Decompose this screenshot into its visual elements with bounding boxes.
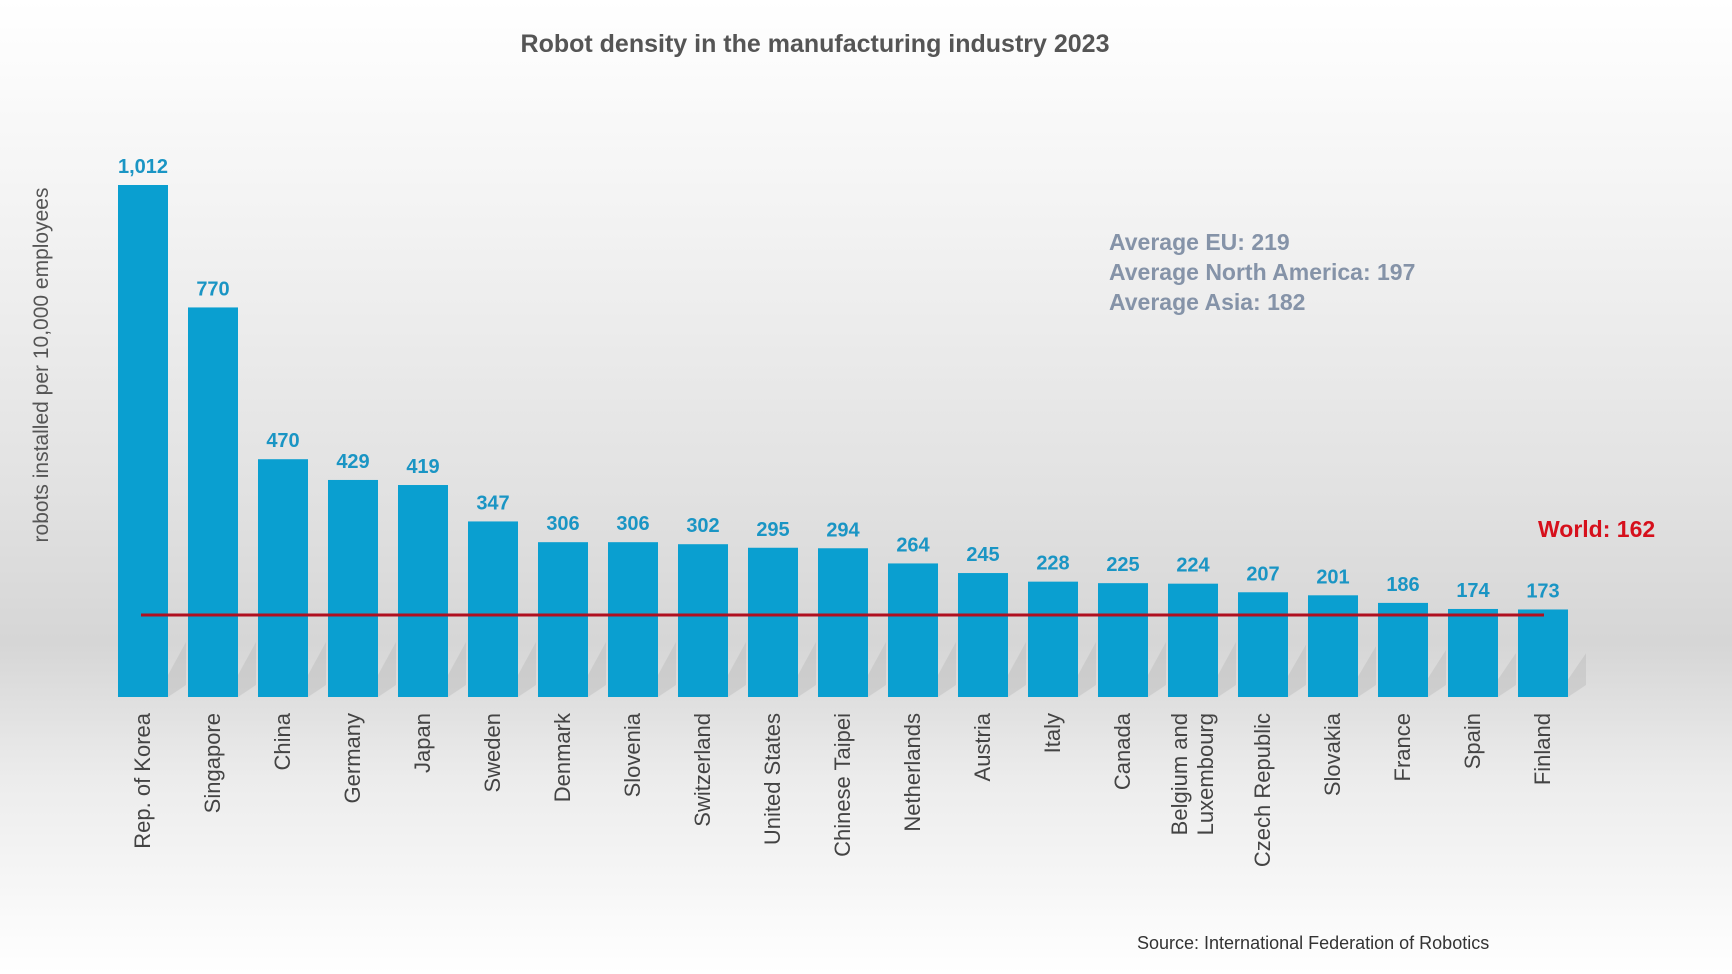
- value-label: 225: [1106, 554, 1139, 576]
- value-label: 174: [1456, 580, 1490, 602]
- bar-shadow: [1288, 644, 1306, 697]
- category-label: Sweden: [480, 713, 505, 793]
- bar-shadow: [1498, 652, 1516, 697]
- category-label: China: [270, 712, 295, 770]
- annotation-north-america: Average North America: 197: [1109, 259, 1415, 285]
- bar-shadow: [168, 642, 186, 697]
- value-label: 228: [1036, 553, 1069, 575]
- category-label: United States: [760, 713, 785, 845]
- category-label: Austria: [970, 712, 995, 781]
- value-label: 207: [1246, 563, 1279, 585]
- bar: [678, 544, 728, 697]
- bar-shadow: [238, 642, 256, 697]
- bar: [1308, 595, 1358, 697]
- bar: [118, 185, 168, 697]
- bar-shadow: [1568, 653, 1586, 697]
- value-label: 245: [966, 544, 999, 566]
- bar: [1518, 609, 1568, 697]
- bar: [1238, 592, 1288, 697]
- bar-shadow: [868, 642, 886, 697]
- bar: [188, 307, 238, 697]
- bar-shadow: [518, 642, 536, 697]
- category-label: Japan: [410, 713, 435, 773]
- value-label: 770: [196, 278, 229, 300]
- bar: [818, 548, 868, 697]
- value-label: 186: [1386, 574, 1419, 596]
- source-note: Source: International Federation of Robo…: [1137, 933, 1489, 953]
- bar-shadow: [658, 642, 676, 697]
- value-label: 302: [686, 515, 719, 537]
- category-label: Germany: [340, 713, 365, 803]
- value-label: 224: [1176, 555, 1210, 577]
- value-label: 201: [1316, 566, 1349, 588]
- bar-shadow: [1078, 642, 1096, 697]
- bar: [538, 542, 588, 697]
- value-label: 347: [476, 492, 509, 514]
- category-label: Finland: [1530, 713, 1555, 785]
- bar-shadow: [588, 642, 606, 697]
- bar-shadow: [378, 642, 396, 697]
- category-label: Spain: [1460, 713, 1485, 769]
- bar-shadow: [308, 642, 326, 697]
- bar: [1098, 583, 1148, 697]
- bar-shadow: [1008, 642, 1026, 697]
- value-label: 306: [546, 513, 579, 535]
- chart-title: Robot density in the manufacturing indus…: [521, 30, 1110, 58]
- bar: [468, 521, 518, 697]
- bar-shadow: [448, 642, 466, 697]
- world-label: World: 162: [1538, 516, 1655, 542]
- category-label: Singapore: [200, 713, 225, 813]
- value-label: 294: [826, 519, 860, 541]
- value-label: 264: [896, 534, 930, 556]
- bar-shadow: [1358, 646, 1376, 697]
- bar: [1168, 583, 1218, 697]
- bar-shadow: [1218, 642, 1236, 697]
- category-label: Luxembourg: [1193, 713, 1218, 835]
- bar: [608, 542, 658, 697]
- category-label: Slovenia: [620, 712, 645, 797]
- bar: [258, 459, 308, 697]
- category-label: Denmark: [550, 712, 575, 802]
- bar: [1448, 608, 1498, 697]
- y-axis-label: robots installed per 10,000 employees: [30, 188, 53, 543]
- bar-shadow: [1428, 649, 1446, 697]
- value-label: 306: [616, 513, 649, 535]
- value-label: 295: [756, 519, 789, 541]
- bar: [888, 563, 938, 697]
- value-label: 429: [336, 451, 369, 473]
- value-label: 173: [1526, 580, 1559, 602]
- bar: [398, 485, 448, 697]
- bar: [1028, 581, 1078, 697]
- bar: [958, 573, 1008, 697]
- annotation-asia: Average Asia: 182: [1109, 289, 1305, 315]
- bar-shadow: [938, 642, 956, 697]
- bar: [328, 479, 378, 697]
- bar-shadow: [798, 642, 816, 697]
- value-label: 1,012: [118, 156, 168, 178]
- value-label: 470: [266, 430, 299, 452]
- category-label: Switzerland: [690, 713, 715, 827]
- category-label: Chinese Taipei: [830, 713, 855, 857]
- category-label: Czech Republic: [1250, 713, 1275, 867]
- category-label: France: [1390, 713, 1415, 781]
- category-label: Canada: [1110, 712, 1135, 790]
- category-label: Rep. of Korea: [130, 712, 155, 849]
- category-label: Netherlands: [900, 713, 925, 832]
- category-label: Italy: [1040, 713, 1065, 753]
- category-label: Belgium and: [1167, 713, 1192, 835]
- annotation-eu: Average EU: 219: [1109, 229, 1290, 255]
- category-label: Slovakia: [1320, 712, 1345, 796]
- value-label: 419: [406, 456, 439, 478]
- bar-shadow: [728, 642, 746, 697]
- bar-shadow: [1148, 642, 1166, 697]
- bar: [1378, 602, 1428, 697]
- bar: [748, 547, 798, 697]
